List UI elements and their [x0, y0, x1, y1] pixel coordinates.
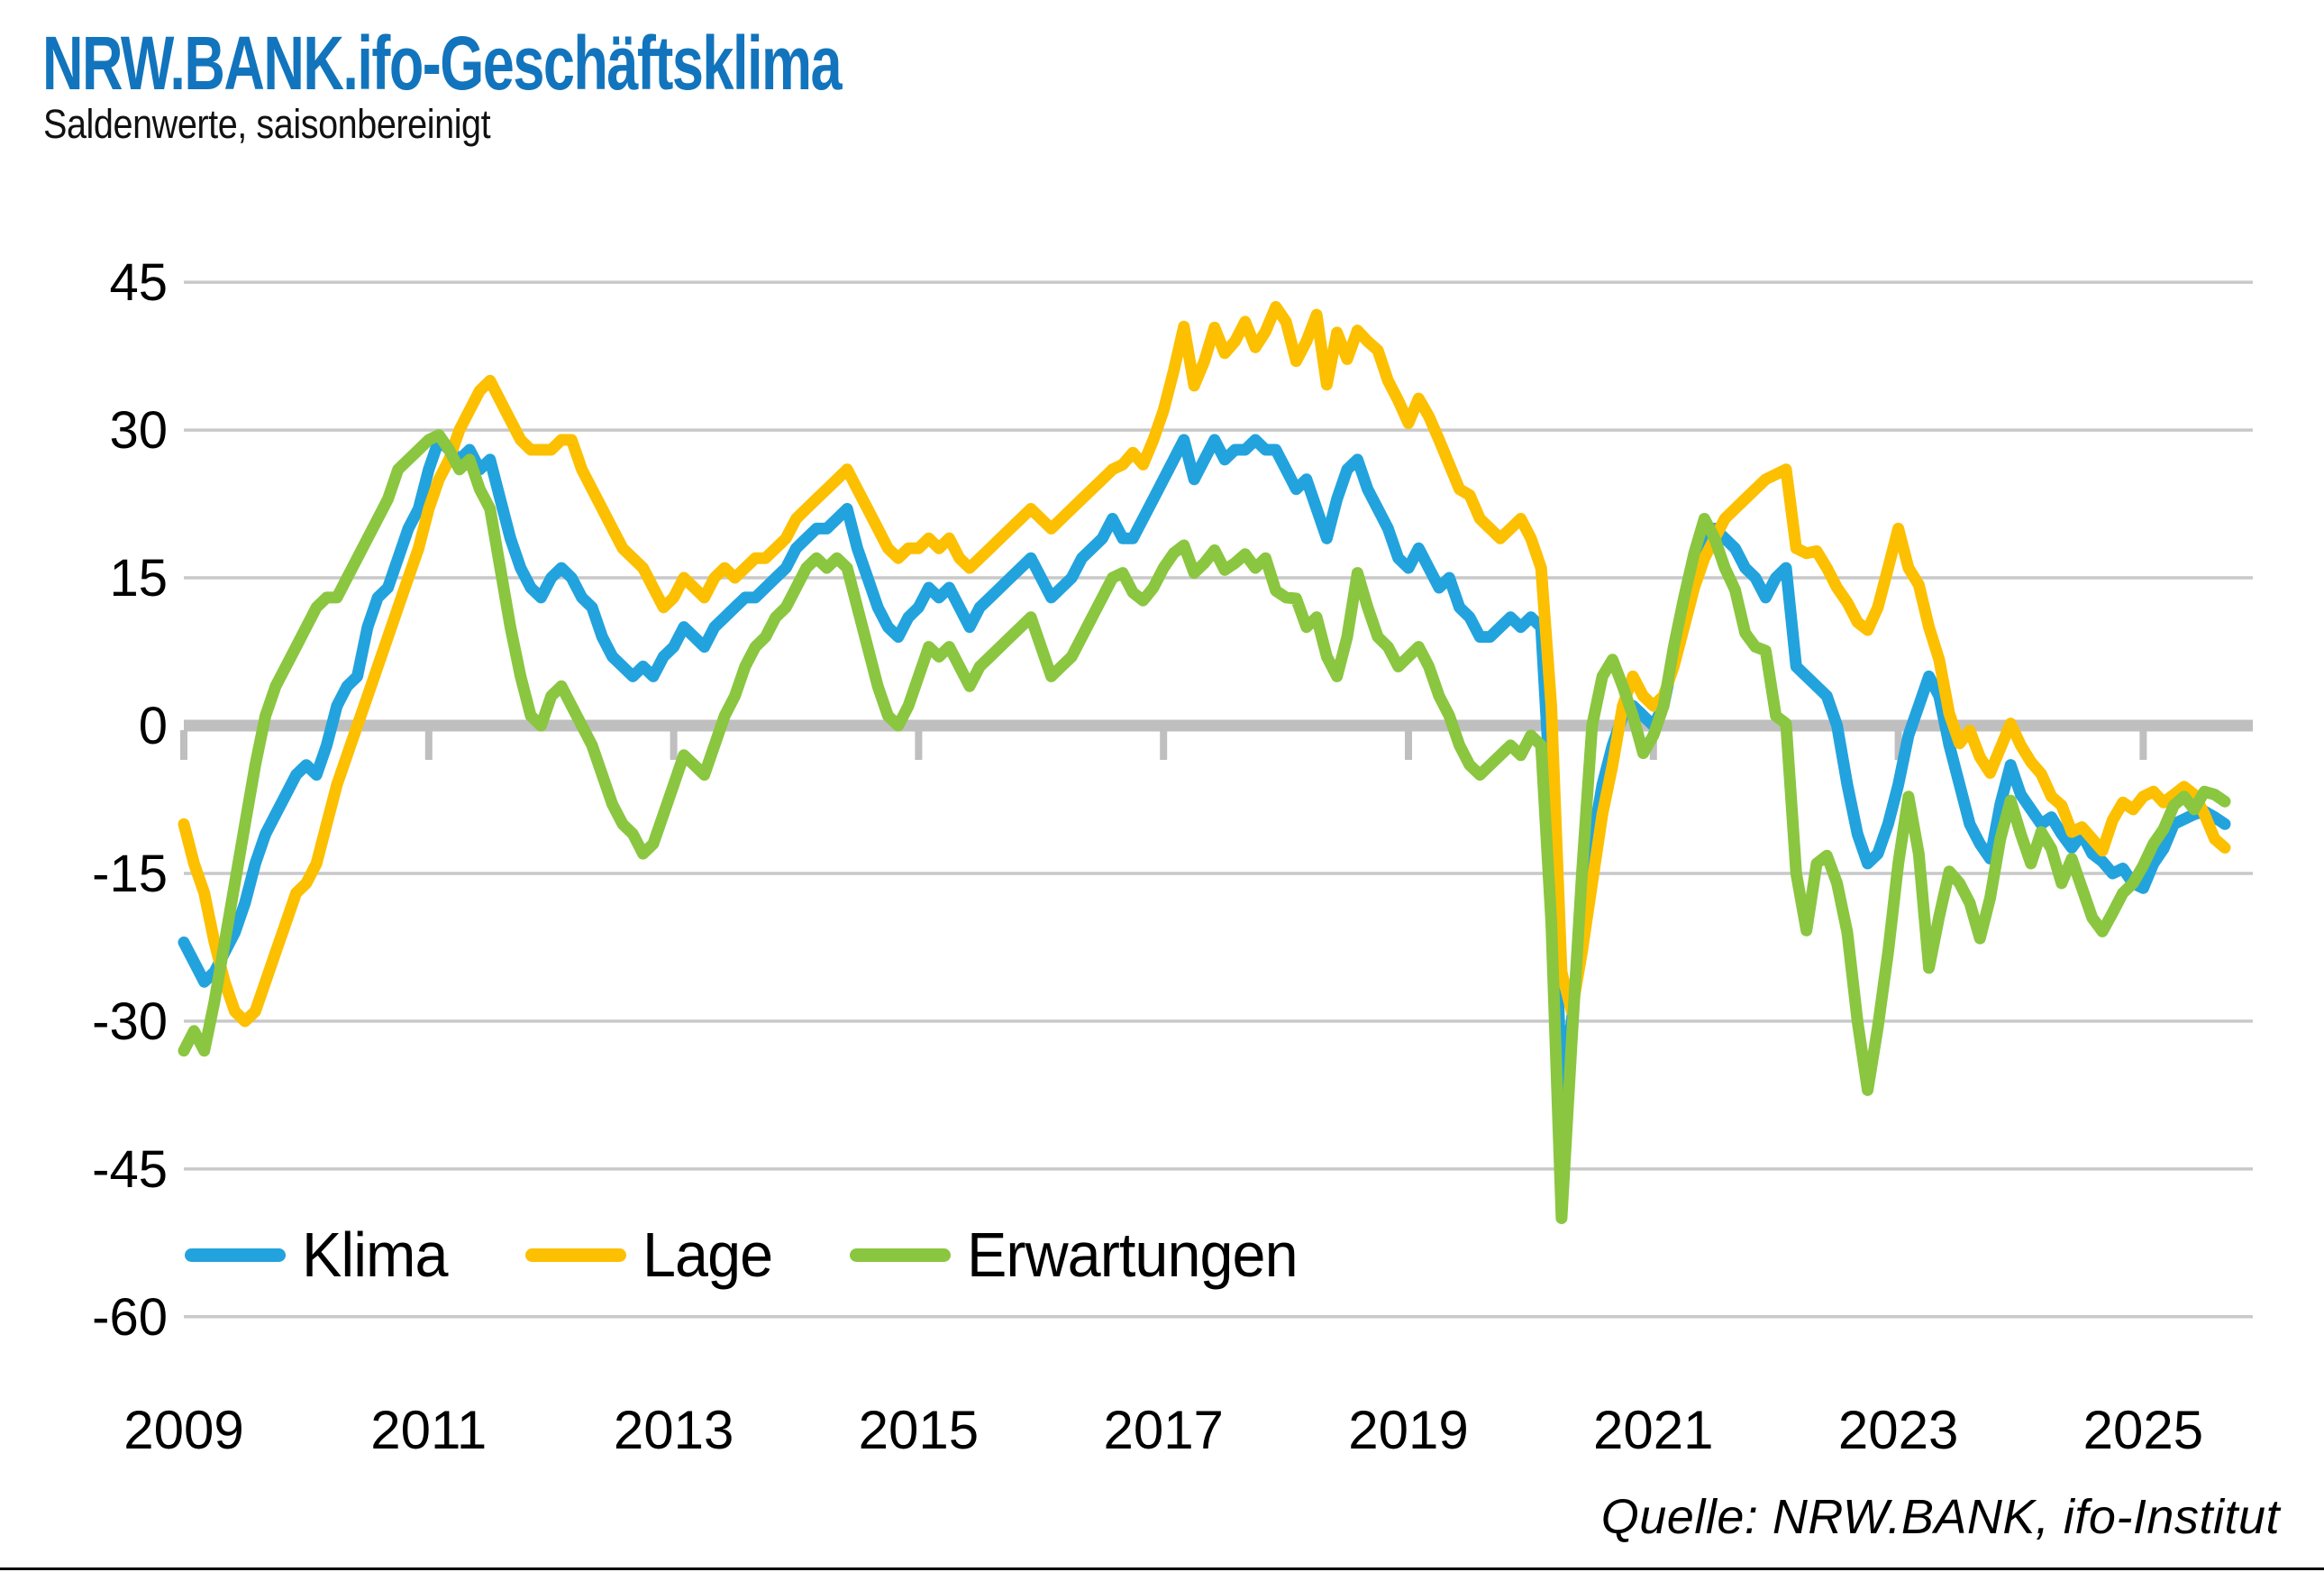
- y-tick-label-15: 15: [109, 549, 168, 608]
- x-tick-label-2015: 2015: [859, 1400, 979, 1460]
- legend-dash-erwartungen: [849, 1248, 951, 1262]
- y-tick-label-0: 0: [139, 697, 168, 755]
- source-note: Quelle: NRW.BANK, ifo-Institut: [1600, 1490, 2280, 1544]
- series-line-erwartungen: [178, 429, 2231, 1224]
- x-tick-label-2019: 2019: [1348, 1400, 1468, 1460]
- legend-item-lage: Lage: [525, 1219, 779, 1291]
- y-tick-label-30: 30: [109, 401, 168, 460]
- x-tick-label-2023: 2023: [1838, 1400, 1958, 1460]
- series-line-klima: [178, 434, 2231, 1096]
- x-tick-label-2011: 2011: [370, 1400, 487, 1460]
- series-line-lage: [178, 301, 2231, 1028]
- y-tick-label--15: -15: [92, 845, 168, 903]
- legend-dash-klima: [185, 1248, 286, 1262]
- y-tick-label--30: -30: [92, 992, 168, 1051]
- x-tick-label-2025: 2025: [2083, 1400, 2203, 1460]
- y-tick-label-45: 45: [109, 253, 168, 312]
- page-title: NRW.BANK.ifo-Geschäftsklima: [42, 21, 843, 105]
- x-tick-label-2013: 2013: [614, 1400, 734, 1460]
- x-tick-label-2009: 2009: [123, 1400, 243, 1460]
- legend-dash-lage: [525, 1248, 627, 1262]
- legend-label-erwartungen: Erwartungen: [966, 1220, 1299, 1290]
- legend-item-erwartungen: Erwartungen: [849, 1219, 1315, 1291]
- legend-label-lage: Lage: [643, 1220, 773, 1290]
- x-tick-label-2021: 2021: [1593, 1400, 1713, 1460]
- legend-label-klima: Klima: [302, 1220, 448, 1290]
- y-tick-label--45: -45: [92, 1140, 168, 1199]
- x-tick-label-2017: 2017: [1103, 1400, 1223, 1460]
- chart-legend: Klima Lage Erwartungen: [185, 1213, 1315, 1296]
- bottom-divider: [0, 1567, 2324, 1570]
- legend-item-klima: Klima: [185, 1219, 455, 1291]
- y-tick-label--60: -60: [92, 1288, 168, 1347]
- page-subtitle: Saldenwerte, saisonbereinigt: [43, 101, 491, 147]
